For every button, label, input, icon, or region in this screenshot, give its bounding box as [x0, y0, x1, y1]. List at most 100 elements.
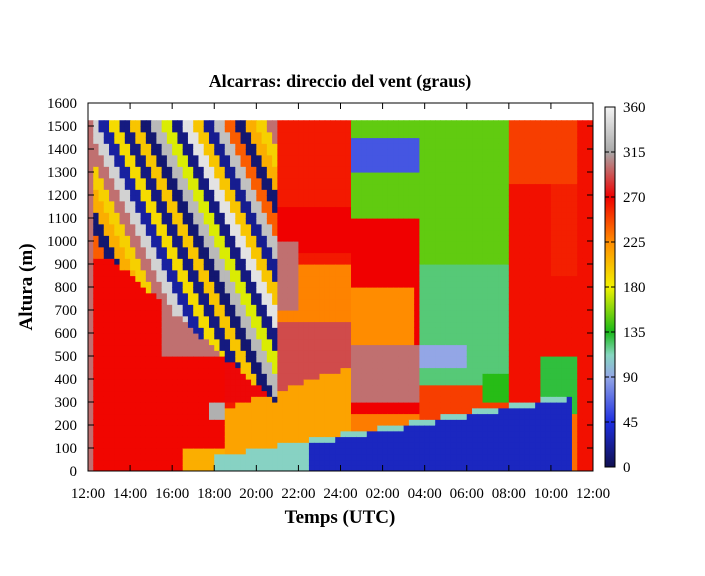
heatmap-cell: [403, 327, 410, 334]
heatmap-cell: [477, 390, 484, 397]
heatmap-cell: [203, 212, 210, 219]
heatmap-cell: [377, 172, 384, 179]
heatmap-cell: [298, 310, 305, 317]
heatmap-cell: [456, 321, 463, 328]
heatmap-cell: [398, 287, 405, 294]
heatmap-cell: [88, 310, 94, 317]
heatmap-cell: [256, 292, 263, 300]
heatmap-cell: [472, 131, 478, 139]
heatmap-cell: [503, 407, 510, 415]
heatmap-cell: [166, 177, 173, 185]
heatmap-cell: [119, 356, 126, 363]
heatmap-cell: [314, 373, 321, 380]
heatmap-cell: [398, 396, 405, 403]
heatmap-cell: [240, 453, 247, 461]
heatmap-cell: [298, 137, 305, 144]
heatmap-cell: [324, 361, 331, 369]
heatmap-cell: [208, 430, 215, 438]
heatmap-cell: [224, 413, 231, 420]
heatmap-cell: [177, 212, 184, 219]
heatmap-cell: [335, 137, 342, 144]
heatmap-cell: [482, 131, 489, 139]
heatmap-cell: [308, 327, 315, 334]
heatmap-cell: [203, 327, 210, 334]
heatmap-cell: [372, 333, 378, 340]
heatmap-cell: [287, 373, 294, 380]
heatmap-cell: [356, 396, 363, 403]
heatmap-cell: [219, 160, 226, 167]
heatmap-cell: [324, 430, 331, 438]
heatmap-cell: [408, 246, 415, 254]
heatmap-cell: [114, 281, 121, 288]
heatmap-cell: [151, 448, 157, 455]
heatmap-cell: [203, 126, 210, 133]
heatmap-cell: [293, 304, 300, 311]
heatmap-cell: [456, 310, 463, 317]
heatmap-cell: [514, 310, 520, 317]
heatmap-cell: [466, 390, 473, 397]
heatmap-cell: [314, 430, 321, 438]
heatmap-cell: [345, 459, 352, 466]
heatmap-cell: [219, 269, 226, 277]
heatmap-cell: [119, 436, 126, 443]
heatmap-cell: [303, 183, 310, 190]
heatmap-cell: [472, 223, 478, 231]
heatmap-cell: [319, 310, 326, 317]
heatmap-cell: [224, 448, 231, 455]
heatmap-cell: [88, 413, 94, 420]
heatmap-cell: [361, 143, 368, 150]
heatmap-cell: [245, 200, 252, 208]
heatmap-cell: [135, 402, 142, 409]
heatmap-cell: [319, 338, 326, 346]
heatmap-cell: [424, 275, 431, 282]
heatmap-cell: [393, 425, 399, 432]
heatmap-cell: [193, 448, 200, 455]
heatmap-cell: [177, 177, 184, 185]
heatmap-cell: [450, 310, 457, 317]
heatmap-cell: [324, 189, 331, 196]
heatmap-cell: [245, 298, 252, 305]
heatmap-cell: [88, 327, 94, 334]
heatmap-cell: [224, 298, 231, 305]
heatmap-cell: [140, 327, 147, 334]
heatmap-cell: [93, 143, 100, 150]
heatmap-cell: [219, 396, 226, 403]
heatmap-cell: [414, 154, 421, 162]
heatmap-cell: [235, 229, 242, 236]
heatmap-cell: [161, 126, 168, 133]
heatmap-cell: [103, 189, 110, 196]
heatmap-cell: [145, 246, 152, 254]
heatmap-cell: [372, 206, 378, 213]
heatmap-cell: [114, 321, 121, 328]
heatmap-cell: [508, 131, 515, 139]
heatmap-cell: [324, 223, 331, 231]
heatmap-cell: [361, 195, 368, 202]
heatmap-cell: [177, 218, 184, 225]
heatmap-cell: [261, 200, 268, 208]
heatmap-cell: [214, 361, 221, 369]
heatmap-cell: [93, 465, 100, 471]
heatmap-cell: [493, 160, 499, 167]
heatmap-cell: [456, 333, 463, 340]
heatmap-cell: [429, 379, 436, 386]
heatmap-cell: [393, 246, 399, 254]
heatmap-cell: [93, 413, 100, 420]
heatmap-cell: [161, 419, 168, 426]
heatmap-cell: [461, 235, 468, 242]
heatmap-cell: [472, 465, 478, 471]
heatmap-cell: [493, 131, 499, 139]
heatmap-cell: [208, 402, 215, 409]
heatmap-cell: [166, 241, 173, 248]
heatmap-cell: [124, 218, 131, 225]
heatmap-cell: [119, 160, 126, 167]
heatmap-cell: [224, 177, 231, 185]
heatmap-cell: [230, 448, 236, 455]
heatmap-cell: [172, 304, 179, 311]
heatmap-cell: [151, 425, 157, 432]
heatmap-cell: [298, 177, 305, 185]
heatmap-cell: [187, 459, 194, 466]
heatmap-cell: [177, 183, 184, 190]
heatmap-cell: [372, 241, 378, 248]
heatmap-cell: [88, 177, 94, 185]
heatmap-cell: [103, 442, 110, 449]
